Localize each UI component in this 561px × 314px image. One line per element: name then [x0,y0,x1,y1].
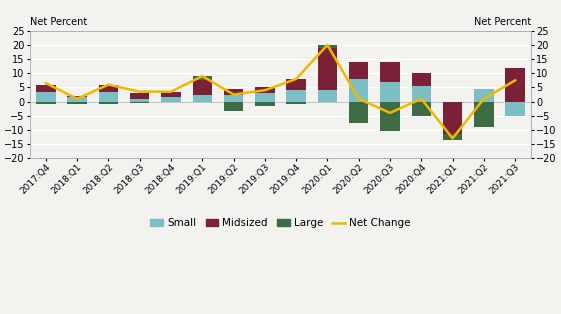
Bar [505,102,525,116]
Bar [67,96,87,97]
Bar [99,84,118,92]
Bar [255,87,274,93]
Bar [443,134,462,140]
Bar [67,97,87,102]
Bar [505,68,525,102]
Bar [474,102,494,127]
Bar [349,62,369,79]
Bar [224,102,243,111]
Bar [287,102,306,105]
Bar [380,82,399,102]
Bar [130,93,149,99]
Bar [349,102,369,123]
Bar [162,97,181,102]
Bar [318,45,337,48]
Bar [36,84,56,92]
Bar [255,102,274,106]
Bar [224,89,243,95]
Legend: Small, Midsized, Large, Net Change: Small, Midsized, Large, Net Change [146,214,415,233]
Bar [287,79,306,90]
Bar [412,86,431,102]
Bar [192,95,212,102]
Bar [443,102,462,134]
Text: Net Percent: Net Percent [473,17,531,27]
Bar [99,92,118,102]
Bar [412,73,431,86]
Bar [349,79,369,102]
Bar [318,48,337,90]
Bar [318,90,337,102]
Bar [255,93,274,102]
Bar [99,102,118,105]
Bar [67,102,87,105]
Bar [192,80,212,95]
Text: Net Percent: Net Percent [30,17,88,27]
Bar [36,92,56,102]
Bar [130,99,149,102]
Bar [380,102,399,131]
Bar [474,89,494,102]
Bar [162,92,181,97]
Bar [130,102,149,103]
Bar [287,90,306,102]
Bar [380,62,399,82]
Bar [412,102,431,116]
Bar [192,76,212,80]
Bar [224,95,243,102]
Bar [36,102,56,105]
